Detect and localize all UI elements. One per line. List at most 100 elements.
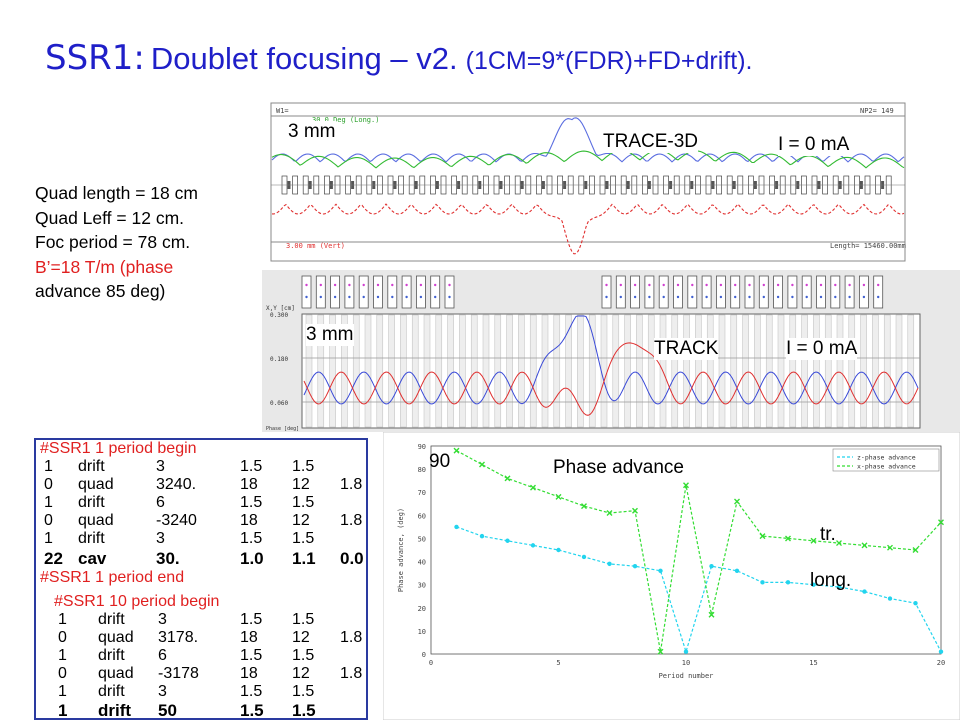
code-cell: 6 <box>158 647 167 664</box>
x-phase-point <box>657 648 664 655</box>
z-phase-point <box>811 582 816 587</box>
code-cell: 1.5 <box>292 494 315 511</box>
trace3d-vert-legend: 3.00 mm (Vert) <box>286 242 345 250</box>
code-cell: 18 <box>240 512 258 529</box>
code-cell: 3 <box>158 611 167 628</box>
code-cell: -3178 <box>158 665 199 682</box>
series-line-0 <box>456 526 942 654</box>
x-axis-label: Period number <box>659 672 714 680</box>
x-phase-point <box>504 475 511 482</box>
code-cell: 1.5 <box>240 494 263 511</box>
code-cell: 1.5 <box>240 458 263 475</box>
track-current-label: I = 0 mA <box>786 338 858 360</box>
track-scale-label: 3 mm <box>306 324 354 346</box>
track-code-label: TRACK <box>654 338 719 360</box>
code-cell: drift <box>78 458 105 475</box>
x-phase-point <box>785 535 791 542</box>
track-y-tick-0: 0.300 <box>270 312 288 319</box>
x-phase-point <box>912 547 919 553</box>
x-phase-point <box>453 447 460 454</box>
x-tick-label: 0 <box>429 659 433 667</box>
track-y-envelope <box>303 342 919 416</box>
z-phase-point <box>505 538 510 543</box>
code-cell: 1.8 <box>340 629 363 646</box>
z-phase-point <box>683 649 689 654</box>
legend-entry-1: x-phase advance <box>857 463 916 471</box>
trace3d-current-label: I = 0 mA <box>778 134 850 156</box>
code-cell: quad <box>78 512 114 529</box>
trace3d-longitudinal-envelope <box>271 149 905 169</box>
code-cell: 1 <box>44 494 53 511</box>
param-quad-length: Quad length = 18 cm <box>35 183 198 203</box>
trace3d-panel: W1= 30.0 Deg (Long.) NP2= 149 3.00 mm (V… <box>270 102 906 262</box>
code-cell: 1.5 <box>240 611 263 628</box>
trace3d-length-text: Length= 15460.00mm <box>830 242 906 250</box>
code-cell: 12 <box>292 665 310 682</box>
code-cell: 3 <box>156 458 165 475</box>
y-axis-label: Phase advance, (deg) <box>397 508 405 592</box>
trace3d-horizontal-envelope <box>271 117 905 163</box>
legend-entry-0: z-phase advance <box>857 454 916 462</box>
slide-title: SSR1: Doublet focusing – v2. (1CM=9*(FDR)+… <box>45 38 752 78</box>
track-x-axis-title: Phase [deg] <box>266 426 299 432</box>
y-tick-label: 60 <box>418 512 426 520</box>
x-phase-point <box>734 498 740 505</box>
code-cell: 6 <box>156 494 165 511</box>
code-cell: drift <box>78 494 105 511</box>
trace3d-top-left-text: W1= <box>276 107 289 115</box>
y-tick-label: 70 <box>418 489 426 497</box>
code-cell: 1.5 <box>292 647 315 664</box>
track-cavity-row <box>301 275 884 309</box>
code-cell: 1 <box>58 701 68 720</box>
chart-annotation-tr: tr. <box>820 524 836 545</box>
z-phase-point <box>836 584 842 590</box>
lattice-code-listing: #SSR1 1 period begin 1 drift 3 1.5 1.5 0 quad 32… <box>34 438 368 720</box>
code-cell: 3 <box>158 683 167 700</box>
x-tick-label: 20 <box>937 659 945 667</box>
code-cell: 0 <box>44 476 53 493</box>
x-phase-point <box>861 542 868 549</box>
z-phase-point <box>479 533 485 539</box>
code-cell: 1.5 <box>240 647 263 664</box>
z-phase-point <box>530 543 536 548</box>
x-phase-point <box>606 510 613 517</box>
code-cell: 1.5 <box>292 611 315 628</box>
param-gradient: B’=18 T/m (phase <box>35 256 174 277</box>
code-cell: 1.5 <box>292 530 315 547</box>
z-phase-point <box>581 554 587 560</box>
code-cell: quad <box>78 476 114 493</box>
chart-title: Phase advance <box>553 457 684 478</box>
x-phase-point <box>708 611 715 618</box>
code-cell: 1.8 <box>340 476 363 493</box>
code-cell: 1.1 <box>292 549 316 568</box>
x-phase-point <box>632 507 638 514</box>
z-phase-point <box>913 600 918 606</box>
chart-series <box>453 447 944 655</box>
y-tick-label: 80 <box>418 466 426 474</box>
code-cell: 12 <box>292 476 310 493</box>
code-cell: 1.5 <box>292 701 316 720</box>
z-phase-point <box>658 568 663 573</box>
code-cell: #SSR1 1 period begin <box>40 440 197 457</box>
code-cell: 1.8 <box>340 665 363 682</box>
code-cell: 1 <box>58 611 67 628</box>
track-y-axis-title: X,Y [cm] <box>266 305 295 312</box>
trace3d-long-legend: 30.0 Deg (Long.) <box>312 116 379 124</box>
param-phase-advance: advance 85 deg) <box>35 281 166 301</box>
code-cell: 12 <box>292 629 310 646</box>
code-cell: 3 <box>156 530 165 547</box>
track-element-columns <box>305 314 915 428</box>
code-cell: 1.0 <box>240 549 264 568</box>
y-tick-label: 90 <box>418 443 426 451</box>
z-phase-point <box>887 596 893 601</box>
trace3d-np-text: NP2= 149 <box>860 107 894 115</box>
parameter-list: Quad length = 18 cm Quad Leff = 12 cm. F… <box>35 181 198 304</box>
code-cell: quad <box>98 629 134 646</box>
x-phase-point <box>938 519 944 526</box>
code-cell: 1.5 <box>292 458 315 475</box>
code-cell: 3240. <box>156 476 197 493</box>
code-cell: -3240 <box>156 512 197 529</box>
x-tick-label: 15 <box>809 659 817 667</box>
